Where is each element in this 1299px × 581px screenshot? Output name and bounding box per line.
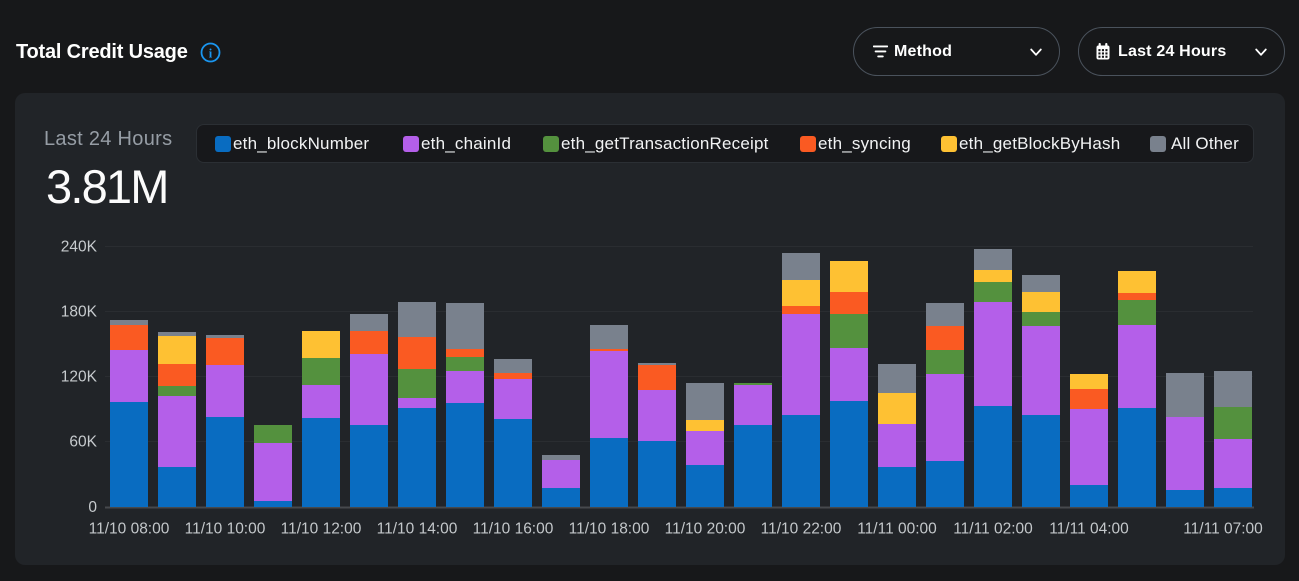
svg-text:11/11 02:00: 11/11 02:00 bbox=[953, 521, 1033, 538]
svg-text:60K: 60K bbox=[69, 434, 97, 451]
svg-text:11/10 12:00: 11/10 12:00 bbox=[281, 521, 362, 538]
svg-text:11/10 22:00: 11/10 22:00 bbox=[761, 521, 842, 538]
svg-text:11/11 00:00: 11/11 00:00 bbox=[857, 521, 937, 538]
svg-text:11/10 14:00: 11/10 14:00 bbox=[377, 521, 458, 538]
svg-text:11/10 18:00: 11/10 18:00 bbox=[569, 521, 650, 538]
svg-text:11/10 10:00: 11/10 10:00 bbox=[185, 521, 266, 538]
svg-text:240K: 240K bbox=[61, 239, 98, 256]
svg-text:180K: 180K bbox=[61, 304, 98, 321]
svg-text:11/10 16:00: 11/10 16:00 bbox=[473, 521, 554, 538]
svg-text:11/10 20:00: 11/10 20:00 bbox=[665, 521, 746, 538]
svg-text:i: i bbox=[209, 46, 213, 60]
svg-text:11/10 08:00: 11/10 08:00 bbox=[89, 521, 170, 538]
svg-text:0: 0 bbox=[88, 499, 97, 516]
svg-text:11/11 07:00: 11/11 07:00 bbox=[1183, 521, 1263, 538]
svg-text:120K: 120K bbox=[61, 369, 98, 386]
svg-text:11/11 04:00: 11/11 04:00 bbox=[1049, 521, 1129, 538]
